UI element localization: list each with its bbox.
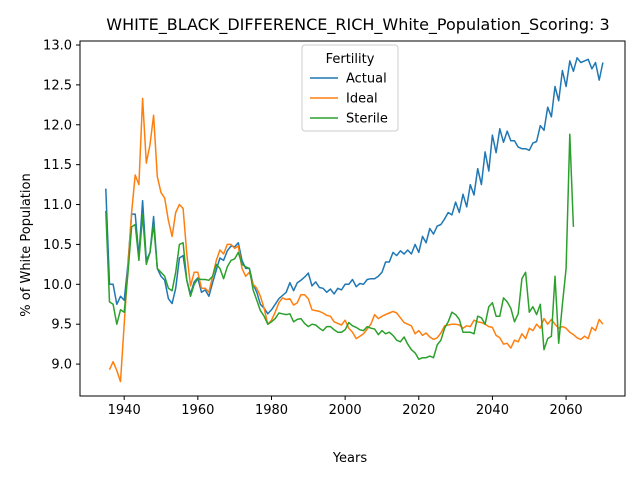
y-tick-label: 11.5: [43, 158, 72, 173]
legend-label-sterile: Sterile: [346, 112, 388, 127]
x-tick-label: 2020: [402, 403, 435, 418]
legend-label-actual: Actual: [346, 72, 387, 87]
legend-title: Fertility: [326, 52, 375, 67]
x-tick-label: 2060: [550, 403, 583, 418]
legend: Fertility Actual Ideal Sterile: [301, 44, 399, 132]
y-axis: 9.0 9.5 10.0 10.5 11.0 11.5 12.0 12.5 13.0: [43, 38, 80, 373]
y-tick-label: 10.5: [43, 238, 72, 253]
series-line-sterile: [105, 133, 575, 361]
plot-frame: [79, 40, 626, 397]
y-tick-label: 9.5: [51, 318, 72, 333]
x-tick-label: 2000: [329, 403, 362, 418]
x-tick-label: 1960: [181, 403, 214, 418]
x-axis-label: Years: [332, 451, 368, 466]
y-axis-label: % of White Population: [19, 173, 34, 316]
legend-box: [301, 44, 399, 132]
y-tick-label: 11.0: [43, 198, 72, 213]
y-tick-label: 13.0: [43, 38, 72, 53]
x-tick-label: 1940: [108, 403, 141, 418]
y-tick-label: 12.0: [43, 118, 72, 133]
y-tick-label: 10.0: [43, 278, 72, 293]
y-tick-label: 12.5: [43, 78, 72, 93]
x-tick-label: 1980: [255, 403, 288, 418]
series-line-ideal: [108, 97, 604, 383]
legend-label-ideal: Ideal: [346, 92, 378, 107]
chart-title: WHITE_BLACK_DIFFERENCE_RICH_White_Popula…: [106, 15, 609, 35]
series-layer: [105, 57, 604, 383]
x-tick-label: 2040: [476, 403, 509, 418]
y-tick-label: 9.0: [51, 358, 72, 373]
x-axis: 1940 1960 1980 2000 2020 2040 2060: [108, 396, 583, 418]
